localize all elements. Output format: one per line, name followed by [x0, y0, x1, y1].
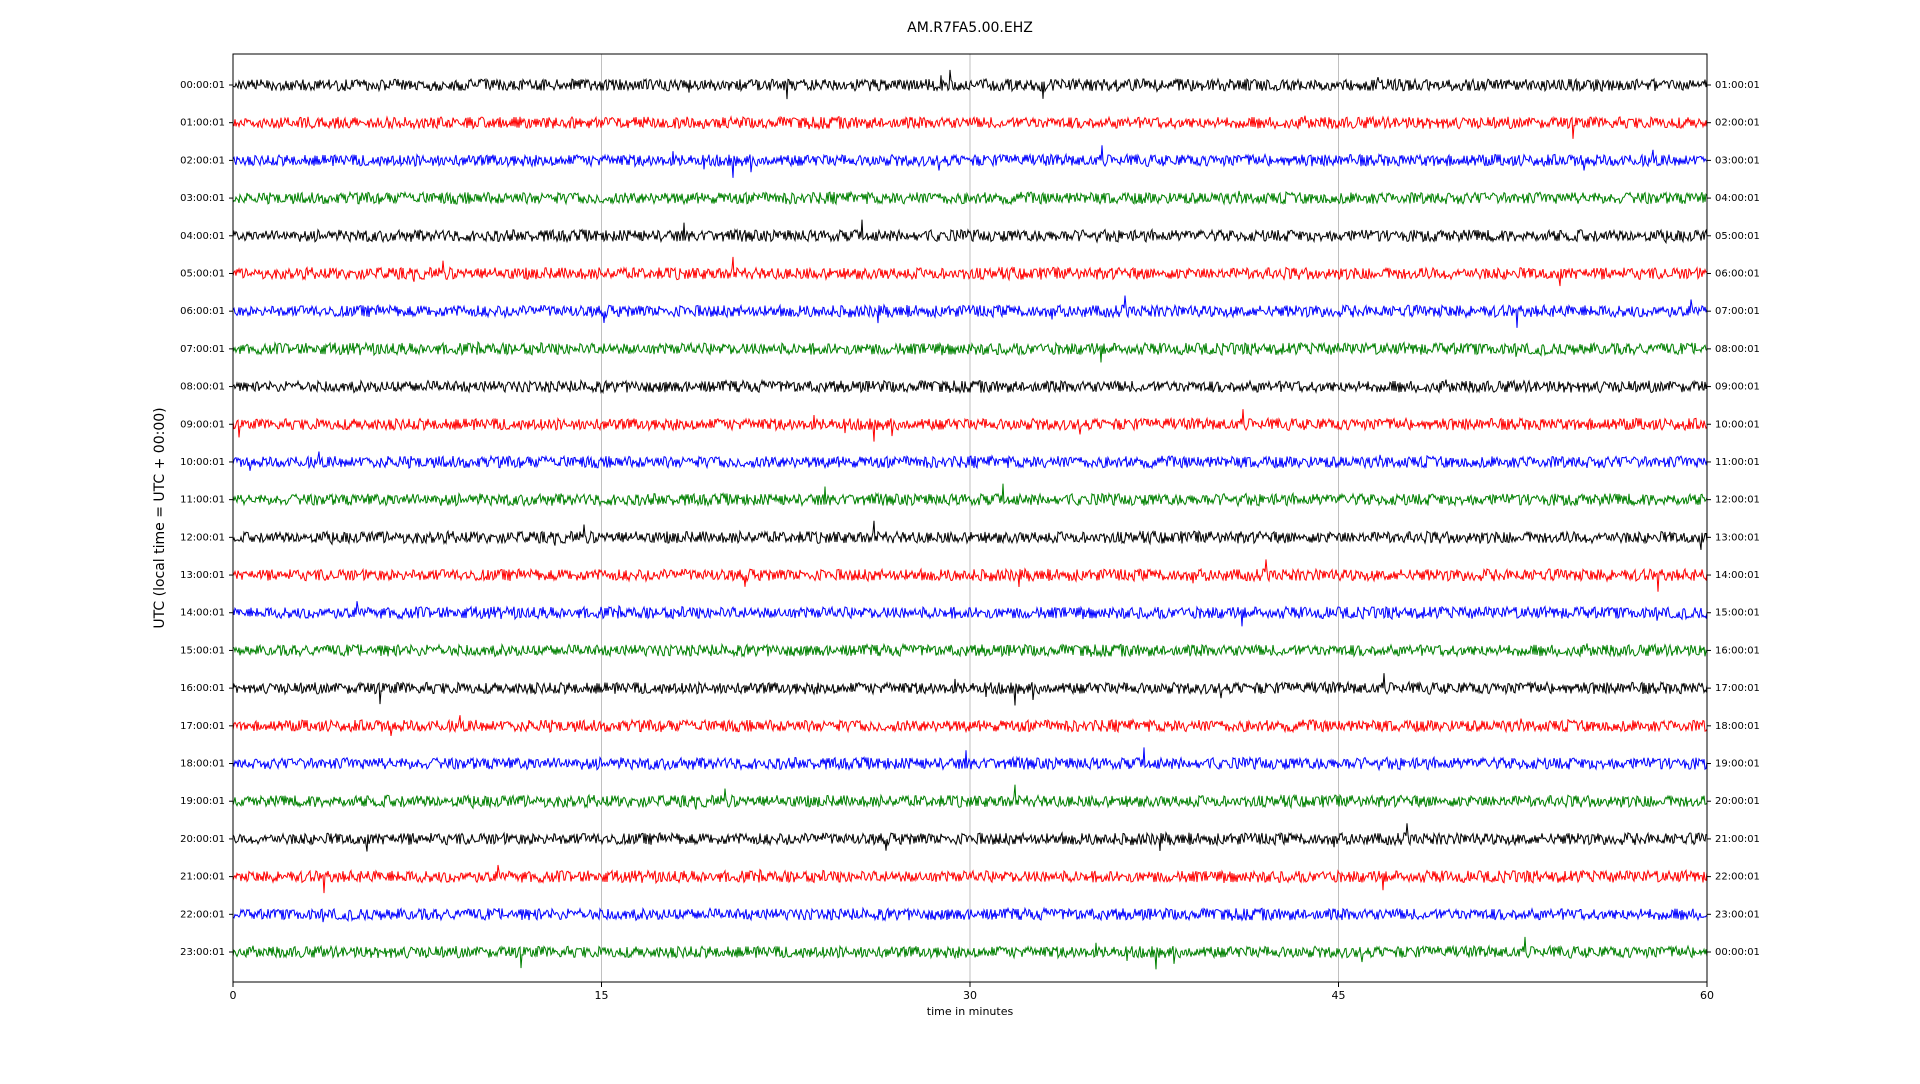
- chart-title: AM.R7FA5.00.EHZ: [907, 20, 1033, 36]
- row-start-label: 05:00:01: [180, 268, 225, 279]
- row-end-label: 18:00:01: [1715, 721, 1760, 732]
- row-end-label: 08:00:01: [1715, 344, 1760, 355]
- row-end-label: 00:00:01: [1715, 947, 1760, 958]
- plot-frame: [232, 53, 1708, 983]
- trace: [232, 145, 1708, 178]
- trace: [232, 256, 1708, 287]
- x-tick-label: 45: [1332, 989, 1346, 1002]
- trace: [232, 295, 1708, 328]
- row-end-label: 10:00:01: [1715, 419, 1760, 430]
- row-start-label: 22:00:01: [180, 909, 225, 920]
- row-start-label: 12:00:01: [180, 532, 225, 543]
- row-start-label: 02:00:01: [180, 155, 225, 166]
- row-start-label: 20:00:01: [180, 834, 225, 845]
- row-start-label: 06:00:01: [180, 306, 225, 317]
- row-end-label: 14:00:01: [1715, 570, 1760, 581]
- x-tick-label: 60: [1700, 989, 1714, 1002]
- row-end-label: 04:00:01: [1715, 193, 1760, 204]
- row-start-label: 23:00:01: [180, 947, 225, 958]
- row-end-label: 21:00:01: [1715, 834, 1760, 845]
- trace: [232, 864, 1708, 894]
- row-start-label: 18:00:01: [180, 759, 225, 770]
- row-start-label: 10:00:01: [180, 457, 225, 468]
- row-start-label: 00:00:01: [180, 80, 225, 91]
- trace: [232, 673, 1708, 706]
- row-end-label: 15:00:01: [1715, 608, 1760, 619]
- x-tick-label: 0: [230, 989, 237, 1002]
- trace: [232, 559, 1708, 592]
- trace: [232, 451, 1708, 471]
- trace: [232, 483, 1708, 508]
- row-end-label: 05:00:01: [1715, 231, 1760, 242]
- trace: [232, 190, 1708, 206]
- row-start-label: 17:00:01: [180, 721, 225, 732]
- row-start-label: 21:00:01: [180, 872, 225, 883]
- trace: [232, 520, 1708, 550]
- x-tick-label: 15: [595, 989, 609, 1002]
- row-end-label: 01:00:01: [1715, 80, 1760, 91]
- row-end-label: 11:00:01: [1715, 457, 1760, 468]
- row-end-label: 02:00:01: [1715, 118, 1760, 129]
- row-start-label: 13:00:01: [180, 570, 225, 581]
- trace: [232, 378, 1708, 395]
- row-end-label: 13:00:01: [1715, 532, 1760, 543]
- row-start-label: 15:00:01: [180, 645, 225, 656]
- row-start-label: 07:00:01: [180, 344, 225, 355]
- row-end-label: 19:00:01: [1715, 759, 1760, 770]
- row-end-label: 23:00:01: [1715, 909, 1760, 920]
- trace: [232, 747, 1708, 772]
- trace: [232, 69, 1708, 100]
- x-tick-label: 30: [963, 989, 977, 1002]
- trace: [232, 340, 1708, 363]
- y-axis-label: UTC (local time = UTC + 00:00): [152, 407, 168, 628]
- x-axis-label: time in minutes: [927, 1005, 1014, 1018]
- row-start-label: 04:00:01: [180, 231, 225, 242]
- row-start-label: 01:00:01: [180, 118, 225, 129]
- trace: [232, 601, 1708, 627]
- row-start-label: 11:00:01: [180, 495, 225, 506]
- trace: [232, 642, 1708, 658]
- row-start-label: 09:00:01: [180, 419, 225, 430]
- trace: [232, 784, 1708, 810]
- trace: [232, 219, 1708, 245]
- row-end-label: 17:00:01: [1715, 683, 1760, 694]
- trace: [232, 906, 1708, 923]
- trace: [232, 409, 1708, 442]
- row-start-label: 19:00:01: [180, 796, 225, 807]
- row-end-label: 06:00:01: [1715, 268, 1760, 279]
- row-end-label: 12:00:01: [1715, 495, 1760, 506]
- row-start-label: 03:00:01: [180, 193, 225, 204]
- row-start-label: 14:00:01: [180, 608, 225, 619]
- trace: [232, 115, 1708, 139]
- row-end-label: 16:00:01: [1715, 645, 1760, 656]
- row-end-label: 09:00:01: [1715, 382, 1760, 393]
- trace: [232, 936, 1708, 970]
- row-end-label: 07:00:01: [1715, 306, 1760, 317]
- row-end-label: 20:00:01: [1715, 796, 1760, 807]
- row-end-label: 03:00:01: [1715, 155, 1760, 166]
- row-start-label: 08:00:01: [180, 382, 225, 393]
- row-end-label: 22:00:01: [1715, 872, 1760, 883]
- trace: [232, 823, 1708, 852]
- trace: [232, 715, 1708, 736]
- row-start-label: 16:00:01: [180, 683, 225, 694]
